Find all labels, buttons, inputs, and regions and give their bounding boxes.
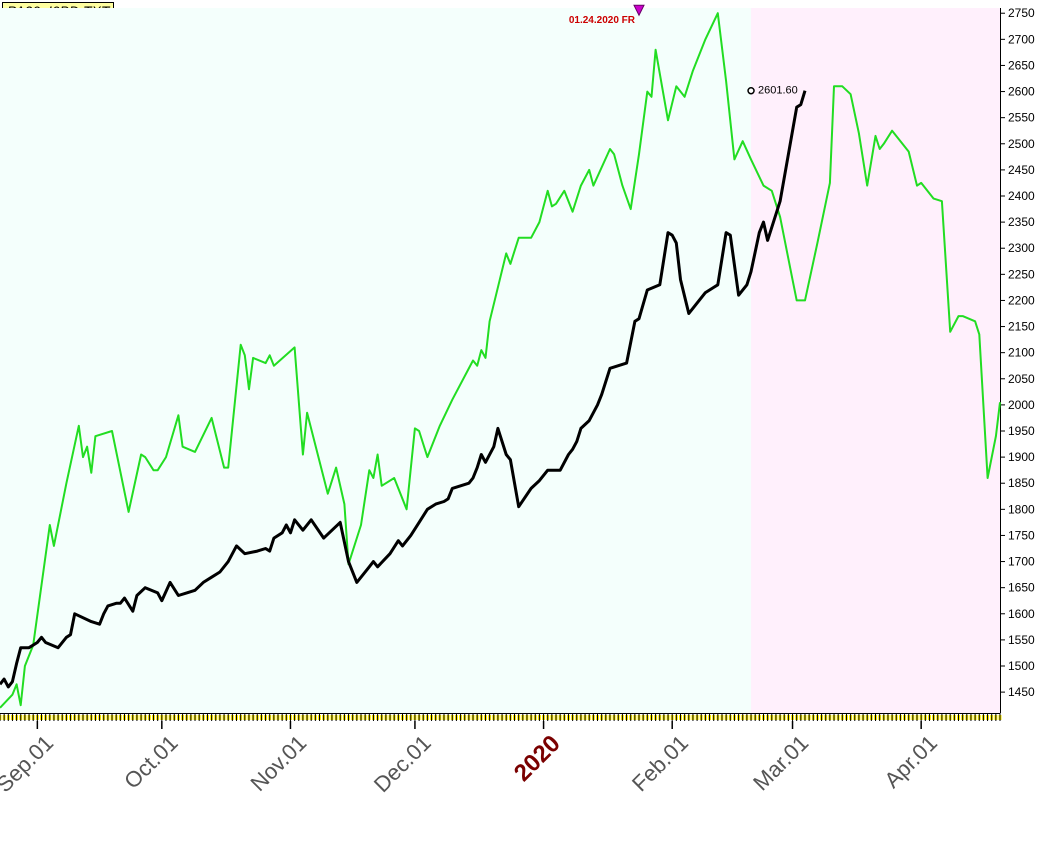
y-tick-label-2300: 2300 xyxy=(1008,241,1035,255)
day-tick-fill xyxy=(0,715,2,720)
y-tick-label-1700: 1700 xyxy=(1008,555,1035,569)
x-tick-label-Nov.01: Nov.01 xyxy=(245,730,311,796)
date-marker-arrow xyxy=(633,4,645,17)
y-tick-label-2050: 2050 xyxy=(1008,372,1035,386)
y-tick-label-1650: 1650 xyxy=(1008,581,1035,595)
y-tick-label-1600: 1600 xyxy=(1008,607,1035,621)
series-line-0 xyxy=(0,12,1001,709)
x-tick-label-Dec.01: Dec.01 xyxy=(369,730,436,797)
y-tick-label-2500: 2500 xyxy=(1008,137,1035,151)
y-tick-label-2750: 2750 xyxy=(1008,6,1035,20)
y-tick-label-2650: 2650 xyxy=(1008,58,1035,72)
y-tick-label-2100: 2100 xyxy=(1008,346,1035,360)
series-line-1 xyxy=(0,90,807,689)
x-tick-label-2020: 2020 xyxy=(509,730,566,787)
y-tick-label-2400: 2400 xyxy=(1008,189,1035,203)
x-tick-label-Sep.01: Sep.01 xyxy=(0,730,58,797)
y-tick-label-2700: 2700 xyxy=(1008,32,1035,46)
x-tick-label-Oct.01: Oct.01 xyxy=(119,730,183,794)
y-tick-label-2450: 2450 xyxy=(1008,163,1035,177)
y-tick-label-2200: 2200 xyxy=(1008,293,1035,307)
y-tick-label-1550: 1550 xyxy=(1008,633,1035,647)
x-tick-label-Feb.01: Feb.01 xyxy=(627,730,693,796)
shaded-region-0 xyxy=(0,8,752,713)
y-tick-label-2250: 2250 xyxy=(1008,267,1035,281)
x-tick-strip xyxy=(0,713,1000,721)
y-tick-label-1850: 1850 xyxy=(1008,476,1035,490)
y-tick-label-2350: 2350 xyxy=(1008,215,1035,229)
y-tick-label-2000: 2000 xyxy=(1008,398,1035,412)
x-tick-label-Apr.01: Apr.01 xyxy=(879,730,942,793)
y-tick-label-1750: 1750 xyxy=(1008,528,1035,542)
y-tick-label-1800: 1800 xyxy=(1008,502,1035,516)
x-tick-label-Mar.01: Mar.01 xyxy=(748,730,813,795)
y-tick-label-2150: 2150 xyxy=(1008,320,1035,334)
last-value-marker xyxy=(747,86,755,95)
shaded-region-1 xyxy=(751,8,1000,713)
y-tick-label-1500: 1500 xyxy=(1008,659,1035,673)
last-value-label: 2601.60 xyxy=(758,85,798,97)
date-marker-label: 01.24.2020 FR xyxy=(569,15,636,26)
y-tick-label-1950: 1950 xyxy=(1008,424,1035,438)
y-tick-label-2550: 2550 xyxy=(1008,111,1035,125)
y-tick-label-2600: 2600 xyxy=(1008,85,1035,99)
y-tick-label-1450: 1450 xyxy=(1008,685,1035,699)
y-tick-label-1900: 1900 xyxy=(1008,450,1035,464)
